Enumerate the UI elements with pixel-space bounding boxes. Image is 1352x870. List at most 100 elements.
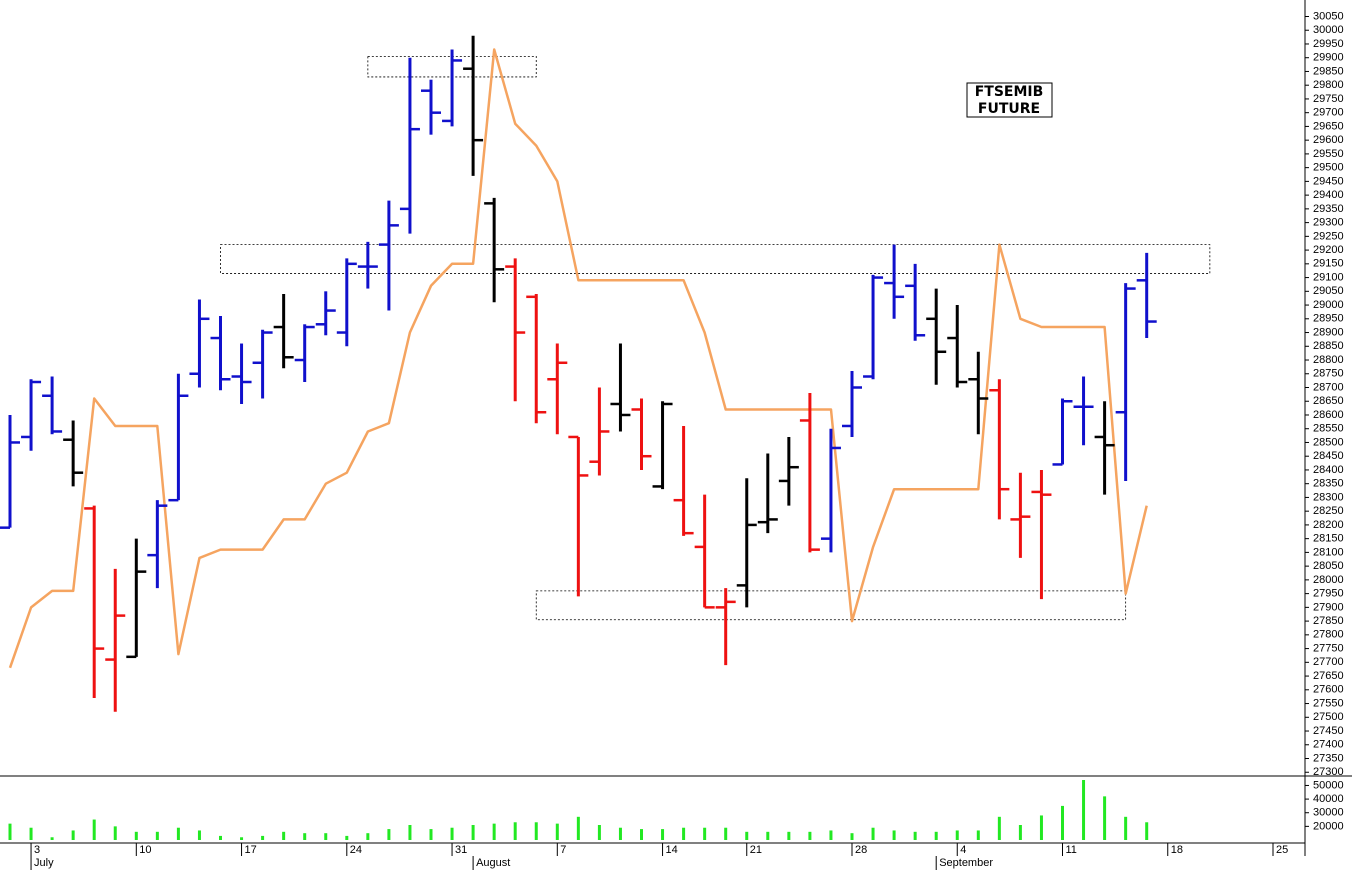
volume-tick-label: 30000 bbox=[1313, 807, 1344, 819]
volume-bar bbox=[829, 830, 833, 840]
volume-bar bbox=[892, 830, 896, 840]
volume-bar bbox=[303, 833, 307, 840]
y-tick-label: 28700 bbox=[1313, 381, 1344, 393]
y-tick-label: 28650 bbox=[1313, 395, 1344, 407]
y-tick-label: 29450 bbox=[1313, 175, 1344, 187]
y-tick-label: 29650 bbox=[1313, 120, 1344, 132]
chart-title: FTSEMIB bbox=[975, 84, 1044, 100]
range-box bbox=[535, 590, 1127, 621]
month-label: September bbox=[939, 857, 993, 869]
y-tick-label: 29350 bbox=[1313, 203, 1344, 215]
volume-bar bbox=[787, 831, 791, 840]
y-tick-label: 28800 bbox=[1313, 354, 1344, 366]
volume-bar bbox=[345, 835, 349, 840]
volume-tick-label: 20000 bbox=[1313, 820, 1344, 832]
y-tick-label: 29300 bbox=[1313, 217, 1344, 229]
y-tick-label: 27850 bbox=[1313, 615, 1344, 627]
y-tick-label: 27700 bbox=[1313, 656, 1344, 668]
volume-bar bbox=[997, 816, 1001, 840]
volume-bar bbox=[1145, 822, 1149, 840]
y-tick-label: 27950 bbox=[1313, 588, 1344, 600]
volume-bar bbox=[261, 835, 265, 840]
y-tick-label: 27500 bbox=[1313, 711, 1344, 723]
y-tick-label: 28150 bbox=[1313, 533, 1344, 545]
volume-bar bbox=[29, 827, 33, 840]
y-tick-label: 29500 bbox=[1313, 162, 1344, 174]
volume-bar bbox=[282, 831, 286, 840]
y-tick-label: 28000 bbox=[1313, 574, 1344, 586]
volume-bar bbox=[513, 822, 517, 840]
volume-bar bbox=[913, 831, 917, 840]
y-tick-label: 28450 bbox=[1313, 450, 1344, 462]
y-tick-label: 27400 bbox=[1313, 739, 1344, 751]
x-tick-label: 7 bbox=[560, 844, 566, 856]
volume-bar bbox=[471, 825, 475, 840]
x-tick-label: 18 bbox=[1171, 844, 1183, 856]
x-tick-label: 10 bbox=[139, 844, 151, 856]
x-tick-label: 31 bbox=[455, 844, 467, 856]
volume-bar bbox=[134, 831, 138, 840]
volume-bar bbox=[640, 829, 643, 840]
volume-bar bbox=[576, 816, 580, 840]
y-tick-label: 28950 bbox=[1313, 313, 1344, 325]
y-tick-label: 28400 bbox=[1313, 464, 1344, 476]
y-tick-label: 30000 bbox=[1313, 24, 1344, 36]
volume-bar bbox=[492, 823, 496, 840]
x-tick-label: 25 bbox=[1276, 844, 1288, 856]
title-box bbox=[966, 82, 1053, 118]
y-tick-label: 29600 bbox=[1313, 134, 1344, 146]
x-tick-label: 4 bbox=[960, 844, 966, 856]
volume-bar bbox=[555, 823, 559, 840]
y-tick-label: 29950 bbox=[1313, 38, 1344, 50]
volume-bar bbox=[871, 827, 875, 840]
x-tick-label: 11 bbox=[1066, 844, 1077, 856]
y-tick-label: 29050 bbox=[1313, 285, 1344, 297]
volume-bar bbox=[1124, 816, 1128, 840]
y-tick-label: 28200 bbox=[1313, 519, 1344, 531]
volume-bar bbox=[324, 833, 328, 840]
volume-bar bbox=[661, 829, 665, 840]
month-label: August bbox=[476, 857, 510, 869]
volume-bar bbox=[955, 830, 959, 840]
y-tick-label: 29200 bbox=[1313, 244, 1344, 256]
volume-bar bbox=[1018, 825, 1022, 840]
volume-bar bbox=[934, 831, 938, 840]
x-tick-label: 3 bbox=[34, 844, 40, 856]
volume-bar bbox=[366, 833, 370, 840]
y-tick-label: 28750 bbox=[1313, 368, 1344, 380]
y-tick-label: 27800 bbox=[1313, 629, 1344, 641]
y-tick-label: 28550 bbox=[1313, 423, 1344, 435]
y-tick-label: 27900 bbox=[1313, 601, 1344, 613]
y-tick-label: 28350 bbox=[1313, 478, 1344, 490]
volume-bar bbox=[1103, 796, 1107, 840]
volume-bar bbox=[597, 825, 601, 840]
y-tick-label: 29900 bbox=[1313, 52, 1344, 64]
y-tick-label: 28850 bbox=[1313, 340, 1344, 352]
volume-bar bbox=[1082, 780, 1086, 840]
volume-bar bbox=[850, 833, 854, 840]
indicator-line bbox=[8, 48, 1148, 669]
volume-bar bbox=[408, 825, 412, 840]
volume-bar bbox=[71, 830, 75, 840]
y-tick-label: 29700 bbox=[1313, 107, 1344, 119]
volume-tick-label: 40000 bbox=[1313, 793, 1344, 805]
volume-bar bbox=[240, 837, 244, 840]
volume-bar bbox=[534, 822, 538, 840]
volume-bar bbox=[387, 829, 391, 840]
y-tick-label: 28600 bbox=[1313, 409, 1344, 421]
y-tick-label: 29250 bbox=[1313, 230, 1344, 242]
volume-bar bbox=[1039, 815, 1043, 840]
x-tick-label: 17 bbox=[245, 844, 257, 856]
volume-bar bbox=[8, 823, 12, 840]
x-tick-label: 14 bbox=[666, 844, 678, 856]
y-tick-label: 29100 bbox=[1313, 271, 1344, 283]
volume-bar bbox=[92, 819, 96, 840]
volume-bar bbox=[155, 831, 159, 840]
month-label: July bbox=[34, 857, 54, 869]
volume-bar bbox=[724, 827, 728, 840]
volume-bar bbox=[1061, 805, 1064, 840]
y-tick-label: 29750 bbox=[1313, 93, 1344, 105]
volume-bar bbox=[703, 827, 707, 840]
